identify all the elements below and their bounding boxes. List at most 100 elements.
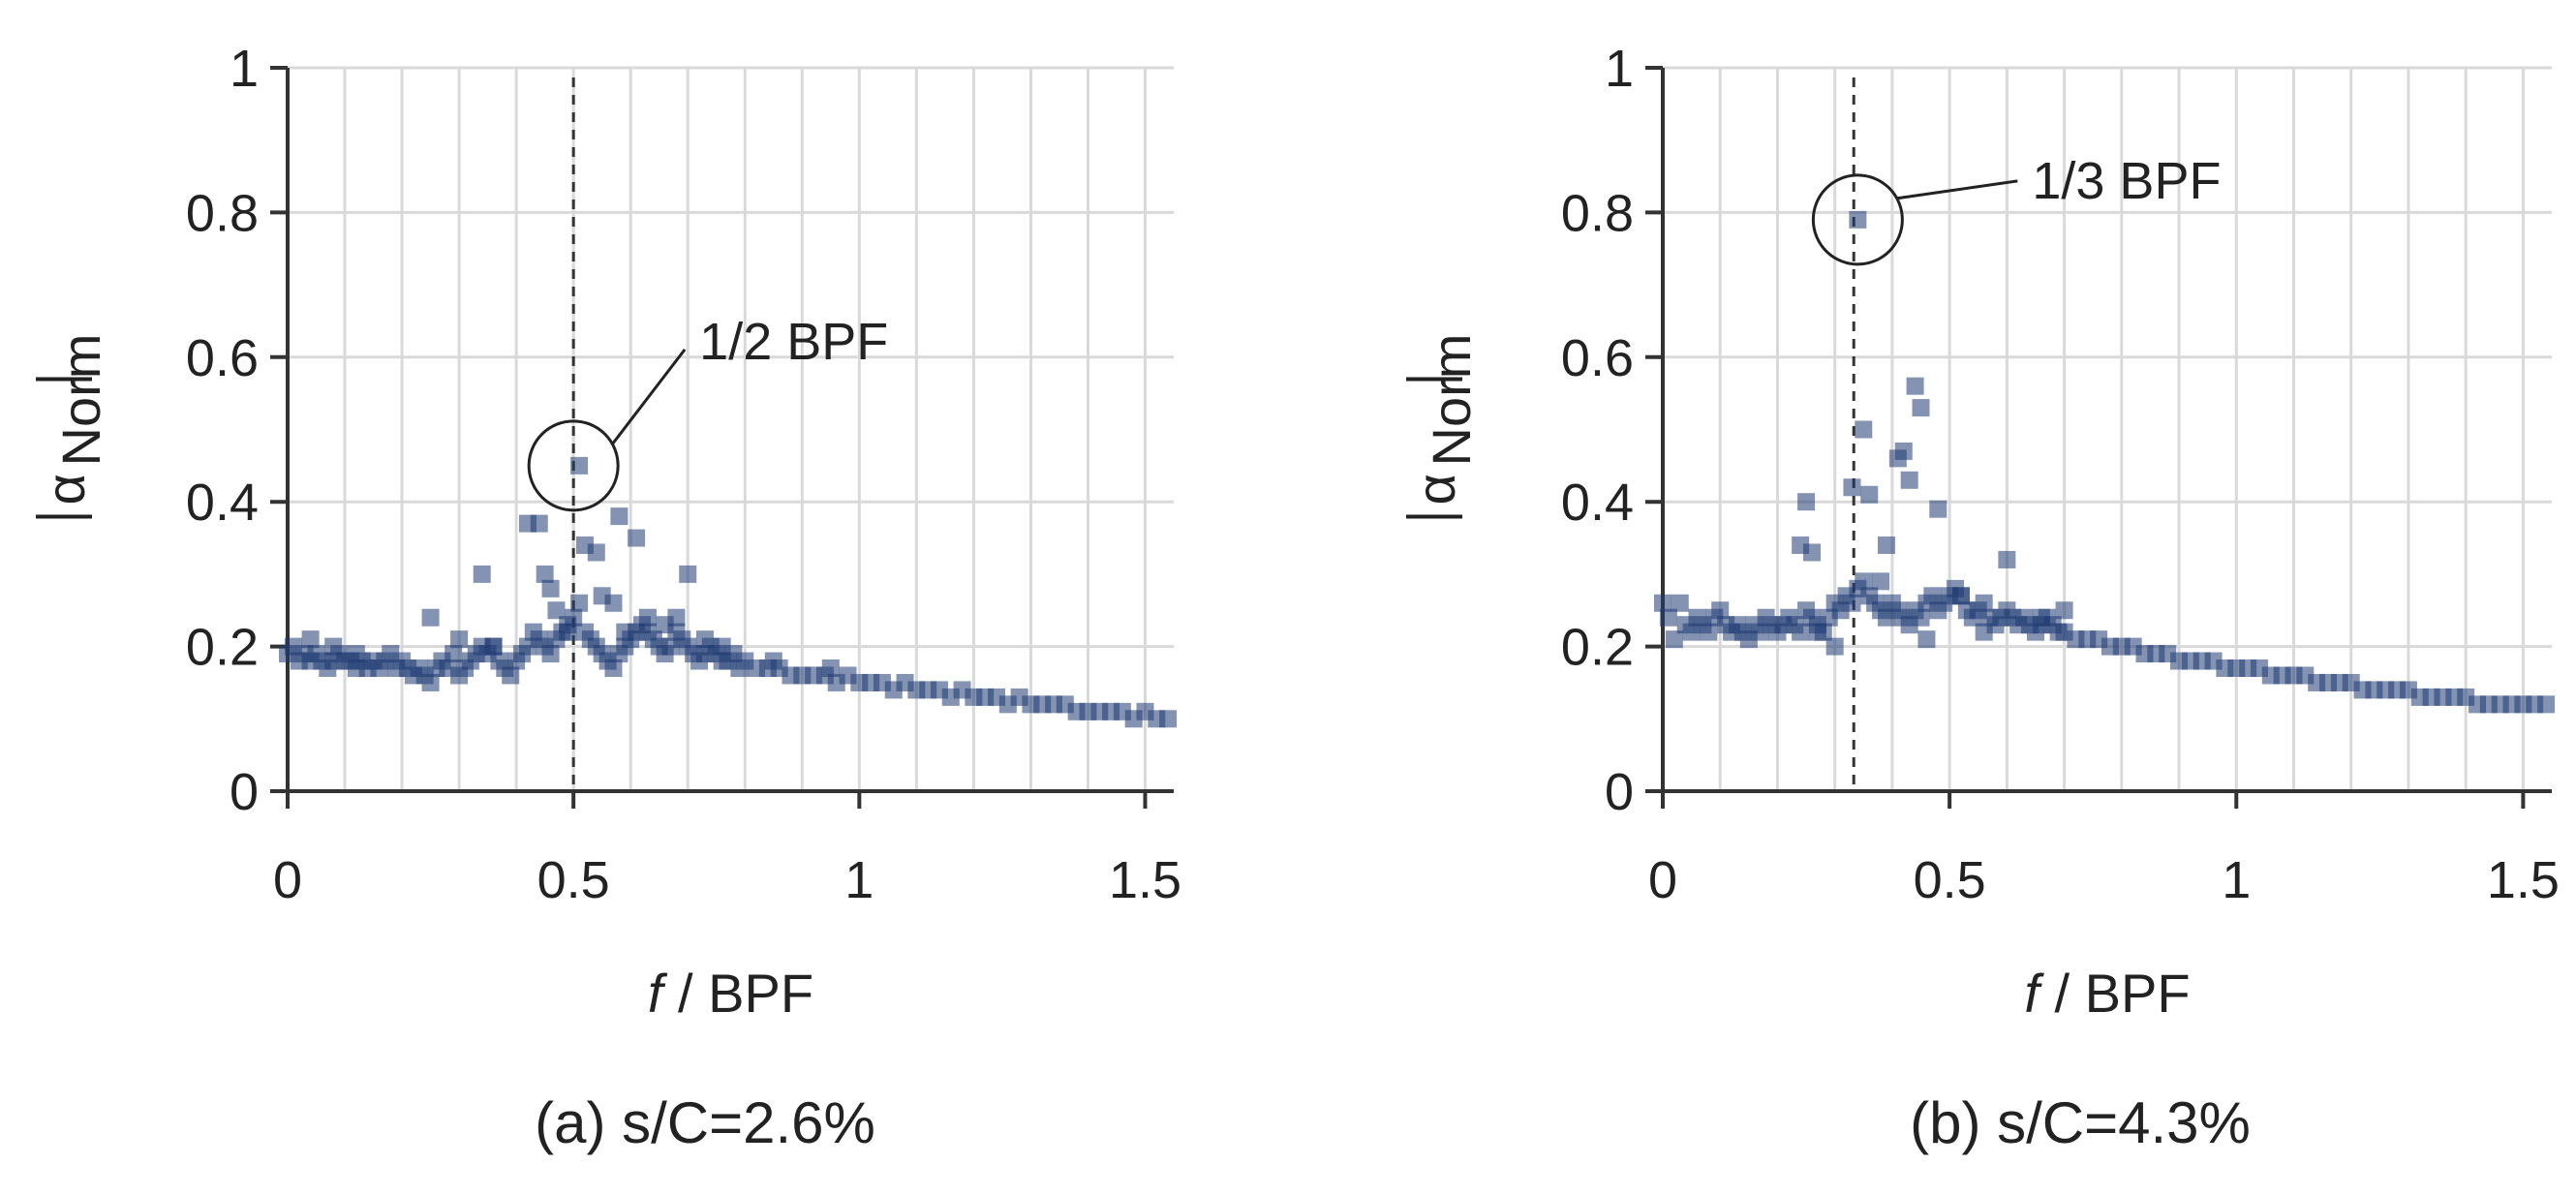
scatter-point — [473, 565, 491, 583]
x-tick-label: 1.5 — [2487, 851, 2560, 909]
scatter-point — [547, 601, 566, 620]
scatter-point — [1808, 623, 1826, 641]
x-tick-label: 1.5 — [1109, 851, 1181, 909]
panel-caption: (a) s/C=2.6% — [535, 1090, 875, 1155]
scatter-point — [1912, 608, 1930, 627]
scatter-point — [1906, 377, 1924, 395]
annotation-leader-line — [1896, 179, 2018, 200]
scatter-point — [1975, 594, 1993, 612]
scatter-point — [484, 637, 503, 656]
x-tick-label: 0.5 — [1914, 851, 1986, 909]
scatter-point — [1855, 572, 1873, 591]
x-tick-label: 0 — [1648, 851, 1677, 909]
x-tick-label: 0.5 — [537, 851, 610, 909]
y-axis-label-subscript: Norm — [50, 334, 111, 467]
y-axis-label-subscript: Norm — [1421, 334, 1482, 467]
scatter-point — [1912, 399, 1930, 417]
scatter-point — [1659, 608, 1677, 627]
annotation-circle — [1811, 173, 1904, 266]
scatter-point — [587, 543, 605, 562]
chart-panel-a: 0 0.2 0.4 0.6 0.8 1 0 0.5 1 1.5 1/2 BPF f / BPF α Nor… — [35, 40, 1181, 1155]
scatter-point — [604, 659, 623, 678]
scatter-point — [450, 630, 469, 649]
scatter-point — [1900, 471, 1918, 489]
scatter-point — [1665, 630, 1683, 649]
scatter-point — [713, 637, 731, 656]
scatter-point — [667, 608, 686, 627]
annotation-leader-line — [610, 348, 687, 445]
y-tick-label: 0.2 — [1561, 619, 1634, 677]
scatter-point — [1654, 594, 1671, 612]
scatter-point — [610, 507, 629, 526]
y-tick-label: 0.8 — [1561, 184, 1634, 242]
scatter-point — [541, 579, 560, 598]
scatter-point — [1917, 630, 1936, 649]
x-axis-label-text: / BPF — [662, 963, 813, 1024]
y-axis-label: α Norm — [1405, 334, 1482, 519]
scatter-point — [1159, 710, 1178, 728]
y-axis-label-symbol: α — [35, 474, 96, 505]
scatter-point — [628, 529, 646, 547]
scatter-point — [570, 456, 589, 475]
x-tick-label: 1 — [844, 851, 874, 909]
scatter-point — [1951, 587, 1970, 605]
scatter-point — [1860, 485, 1879, 504]
scatter-point — [570, 594, 589, 612]
scatter-point — [1671, 594, 1689, 612]
scatter-point — [347, 645, 365, 663]
x-axis-label-text: / BPF — [2039, 963, 2191, 1024]
y-tick-label: 1 — [230, 40, 259, 98]
scatter-point — [1825, 637, 1844, 656]
scatter-point — [1711, 601, 1730, 620]
panel-caption: (b) s/C=4.3% — [1910, 1090, 2251, 1155]
y-tick-label: 0.4 — [1561, 474, 1634, 532]
scatter-point — [421, 608, 440, 627]
scatter-point — [638, 608, 657, 627]
y-tick-label: 0 — [1605, 763, 1634, 821]
y-tick-label: 0.6 — [1561, 329, 1634, 387]
chart-panel-b: 0 0.2 0.4 0.6 0.8 1 0 0.5 1 1.5 1/3 BPF f / BPF α Nor… — [1405, 40, 2560, 1155]
scatter-point — [301, 630, 320, 649]
y-tick-label: 0.4 — [186, 474, 259, 532]
x-axis-label: f / BPF — [648, 963, 813, 1024]
scatter-point — [565, 608, 583, 627]
scatter-point — [695, 630, 714, 649]
x-tick-label: 1 — [2222, 851, 2251, 909]
scatter-point — [2032, 608, 2050, 627]
y-tick-label: 0.2 — [186, 619, 259, 677]
scatter-point — [559, 623, 577, 641]
scatter-point — [1849, 210, 1867, 229]
y-tick-label: 0.8 — [186, 184, 259, 242]
x-axis-label: f / BPF — [2024, 963, 2190, 1024]
y-axis-label: α Norm — [35, 334, 111, 519]
scatter-point — [541, 645, 560, 663]
scatter-point — [530, 514, 548, 533]
scatter-point — [1792, 623, 1810, 641]
y-axis-label-symbol: α — [1405, 474, 1466, 505]
scatter-point — [324, 637, 343, 656]
scatter-point — [604, 594, 623, 612]
scatter-point — [821, 659, 840, 678]
scatter-point — [1797, 493, 1816, 511]
scatter-point — [502, 666, 520, 685]
scatter-point — [1894, 442, 1913, 460]
scatter-point — [445, 645, 463, 663]
y-tick-label: 0 — [230, 763, 259, 821]
scatter-point — [1975, 623, 1993, 641]
annotation-label: 1/3 BPF — [2032, 152, 2221, 210]
x-tick-label: 0 — [273, 851, 302, 909]
scatter-point — [1998, 550, 2016, 568]
annotation-label: 1/2 BPF — [699, 313, 888, 371]
scatter-point — [1929, 500, 1947, 518]
scatter-point — [1877, 536, 1895, 555]
scatter-point — [1843, 594, 1861, 612]
annotation-circle — [527, 419, 620, 512]
scatter-point — [1872, 572, 1890, 591]
y-tick-label: 0.6 — [186, 329, 259, 387]
scatter-point — [1843, 478, 1861, 497]
scatter-point — [679, 565, 697, 583]
scatter-point — [421, 673, 440, 691]
scatter-point — [764, 652, 782, 670]
scatter-point — [1792, 536, 1810, 555]
